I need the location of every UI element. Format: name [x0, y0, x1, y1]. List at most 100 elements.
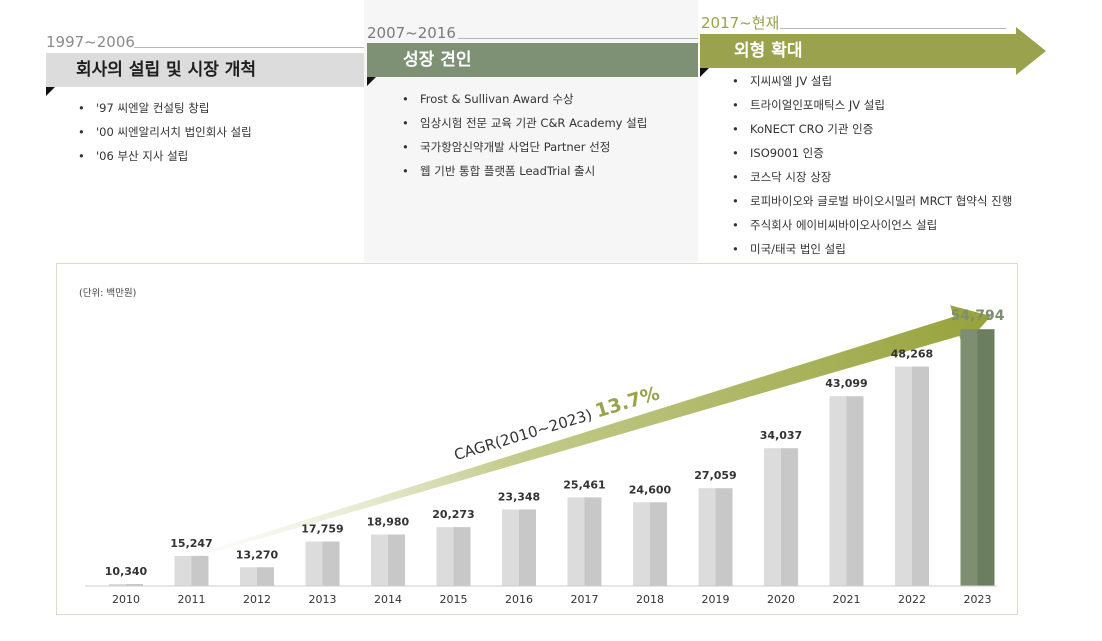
milestone-item: 국가항암신약개발 사업단 Partner 선정 [402, 135, 647, 159]
milestone-item: 트라이얼인포매틱스 JV 설립 [732, 93, 1012, 117]
bar-2011-right [191, 555, 209, 586]
bar-2021-left [829, 396, 847, 586]
value-label-2022: 48,268 [891, 348, 933, 361]
bar-2014-right [388, 534, 405, 586]
bar-2023-right [977, 329, 995, 586]
unit-label: (단위: 백만원) [79, 288, 137, 299]
milestone-item: '00 씨엔알리서치 법인회사 설립 [78, 120, 252, 144]
milestone-list: Frost & Sullivan Award 수상 임상시험 전문 교육 기관 … [402, 87, 647, 183]
bar-2011 [174, 555, 209, 586]
bar-2013-left [305, 541, 323, 586]
bar-2014 [371, 534, 405, 586]
value-label-2018: 24,600 [629, 483, 672, 496]
bar-2012-left [240, 567, 257, 586]
milestone-item: ISO9001 인증 [732, 141, 1012, 165]
period-title: 회사의 설립 및 시장 개척 [46, 53, 376, 87]
tick-label-2022: 2022 [898, 593, 926, 606]
bar-2019-left [698, 488, 716, 586]
period-title: 성장 견인 [367, 43, 711, 77]
bar-2021-right [846, 396, 864, 586]
period-years: 2017~현재 [701, 14, 780, 32]
milestone-item: 주식회사 에이비씨바이오사이언스 설립 [732, 213, 1012, 237]
tick-label-2015: 2015 [440, 593, 468, 606]
band-fold-corner [46, 87, 55, 96]
tick-label-2016: 2016 [505, 593, 533, 606]
bar-2016 [502, 509, 536, 586]
tick-label-2012: 2012 [243, 593, 271, 606]
bar-2013 [305, 541, 340, 586]
tick-label-2010: 2010 [112, 593, 140, 606]
value-label-2017: 25,461 [563, 478, 605, 491]
milestone-list: '97 씨엔알 컨설팅 창립 '00 씨엔알리서치 법인회사 설립 '06 부산… [78, 96, 252, 168]
bar-2018-right [650, 502, 667, 586]
bar-2014-left [371, 534, 388, 586]
bar-2019-right [715, 488, 733, 586]
bar-2015 [436, 527, 471, 586]
tick-label-2014: 2014 [374, 593, 402, 606]
bar-2010 [109, 584, 143, 586]
value-label-2021: 43,099 [825, 377, 867, 390]
milestone-list: 지씨씨엘 JV 설립 트라이얼인포매틱스 JV 설립 KoNECT CRO 기관… [732, 69, 1012, 261]
bar-2013-right [322, 541, 340, 586]
bar-2020-left [764, 448, 781, 586]
tick-label-2020: 2020 [767, 593, 795, 606]
value-label-2015: 20,273 [432, 508, 474, 521]
milestone-item: '97 씨엔알 컨설팅 창립 [78, 96, 252, 120]
bar-2022-left [895, 366, 912, 586]
tick-label-2021: 2021 [833, 593, 861, 606]
milestone-item: 지씨씨엘 JV 설립 [732, 69, 1012, 93]
bar-2018 [633, 502, 667, 586]
tick-label-2017: 2017 [571, 593, 599, 606]
milestone-item: 미국/태국 법인 설립 [732, 237, 1012, 261]
bar-2021 [829, 396, 864, 586]
arrow-band-shape [700, 27, 1048, 77]
bar-2020 [764, 448, 798, 586]
milestone-item: Frost & Sullivan Award 수상 [402, 87, 647, 111]
value-label-2013: 17,759 [301, 523, 343, 536]
revenue-bar-chart: CAGR(2010~2023) 13.7% 10,34015,24713,270… [85, 305, 1005, 606]
bar-2016-left [502, 509, 519, 586]
value-label-2020: 34,037 [760, 429, 802, 442]
value-label-2016: 23,348 [498, 490, 540, 503]
milestone-item: 웹 기반 통합 플랫폼 LeadTrial 출시 [402, 159, 647, 183]
bar-2017-left [567, 497, 585, 586]
milestone-item: 코스닥 시장 상장 [732, 165, 1012, 189]
tick-label-2018: 2018 [636, 593, 664, 606]
value-label-2019: 27,059 [694, 469, 736, 482]
bar-2019 [698, 488, 733, 586]
cagr-arrow-shape [107, 305, 992, 583]
period-1997-2006: 1997~2006 회사의 설립 및 시장 개척 '97 씨엔알 컨설팅 창립 … [44, 0, 400, 262]
revenue-chart-panel: (단위: 백만원) CAGR(2010~2023) 13.7% 10,340 15… [56, 263, 1018, 615]
bar-2022 [895, 366, 929, 586]
value-label-2012: 13,270 [236, 548, 279, 561]
tick-label-2011: 2011 [178, 593, 206, 606]
divider [134, 47, 400, 48]
value-label-2023: 54,794 [950, 308, 1004, 324]
bar-2017 [567, 497, 602, 586]
period-2007-2016: 2007~2016 성장 견인 Frost & Sullivan Award 수… [364, 0, 754, 262]
bar-2022-right [912, 366, 929, 586]
bar-2020-right [781, 448, 798, 586]
period-title: 외형 확대 [734, 41, 803, 61]
period-2017-present: 2017~현재 외형 확대 지씨씨엘 JV 설립 트라이얼인포매틱스 JV 설립… [698, 0, 1048, 262]
bar-2010-left [109, 584, 126, 586]
value-label-2011: 15,247 [170, 537, 212, 550]
milestone-item: '06 부산 지사 설립 [78, 144, 252, 168]
period-years: 2007~2016 [367, 24, 456, 42]
tick-label-2019: 2019 [702, 593, 730, 606]
milestone-item: 임상시험 전문 교육 기관 C&R Academy 설립 [402, 111, 647, 135]
value-label-2010: 10,340 [105, 565, 148, 578]
bar-2016-right [519, 509, 536, 586]
band-fold-corner [367, 77, 376, 86]
bar-2023 [960, 329, 995, 586]
bar-2015-left [436, 527, 454, 586]
bar-2017-right [584, 497, 602, 586]
bar-2011-left [174, 555, 192, 586]
bar-2015-right [453, 527, 471, 586]
tick-label-2023: 2023 [964, 593, 992, 606]
milestone-item: KoNECT CRO 기관 인증 [732, 117, 1012, 141]
bar-2018-left [633, 502, 650, 586]
milestone-item: 로피바이오와 글로벌 바이오시밀러 MRCT 협약식 진행 [732, 189, 1012, 213]
tick-label-2013: 2013 [309, 593, 337, 606]
divider [780, 28, 1006, 29]
